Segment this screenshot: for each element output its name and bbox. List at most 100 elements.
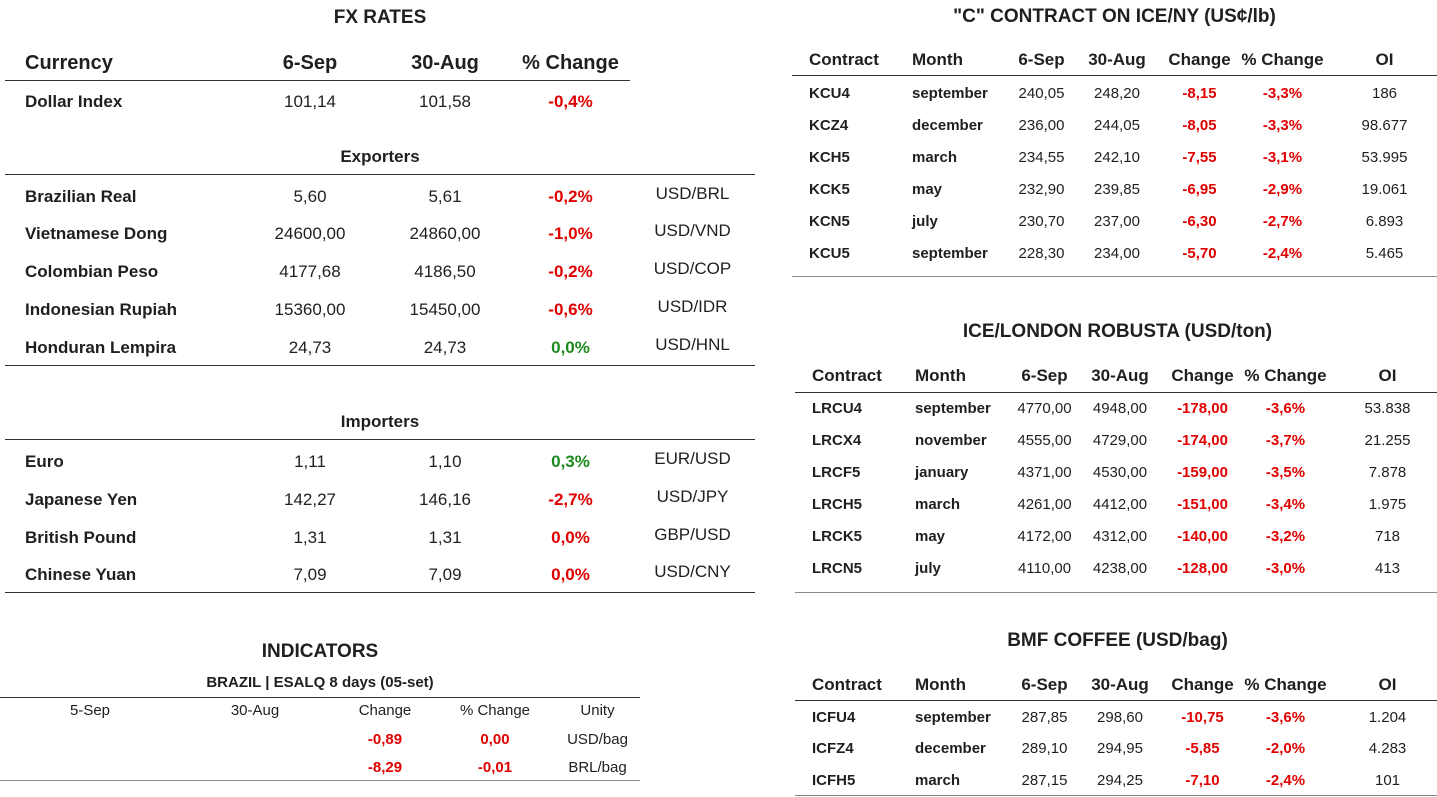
contract-cell: 4555,00 — [1017, 432, 1072, 449]
contract-cell: march — [915, 496, 961, 513]
contract-cell: january — [915, 464, 969, 481]
contract-cell: -7,55 — [1182, 149, 1217, 166]
contract-cell: -5,85 — [1185, 740, 1220, 757]
contract-cell: 5.465 — [1365, 245, 1404, 262]
contract-cell: december — [915, 740, 986, 757]
column-header: % Change — [1241, 50, 1324, 69]
column-header: OI — [1375, 50, 1394, 69]
value-cell: 1,31 — [293, 528, 327, 547]
value-cell: 24600,00 — [274, 224, 346, 243]
contract-cell: 4770,00 — [1017, 400, 1072, 417]
value-cell: 1,31 — [428, 528, 462, 547]
contract-code: LRCX4 — [812, 432, 862, 449]
column-header: Month — [915, 366, 966, 385]
contract-code: KCK5 — [809, 181, 850, 198]
column-header: Change — [358, 702, 412, 719]
currency-name: Indonesian Rupiah — [25, 300, 178, 319]
indicator-cell: -0,01 — [477, 759, 513, 776]
contract-cell: -159,00 — [1177, 464, 1228, 481]
value-cell: 24,73 — [288, 338, 332, 357]
currency-name: Dollar Index — [25, 92, 123, 111]
contract-cell: -2,4% — [1262, 245, 1303, 262]
contract-cell: -6,95 — [1182, 181, 1217, 198]
change-cell: 0,3% — [551, 452, 590, 471]
contract-cell: 287,15 — [1021, 772, 1068, 789]
value-cell: 24,73 — [423, 338, 467, 357]
column-header: 30-Aug — [230, 702, 280, 719]
contract-cell: -151,00 — [1177, 496, 1228, 513]
contract-code: KCU4 — [809, 85, 850, 102]
divider — [795, 795, 1437, 796]
column-header: 30-Aug — [1091, 675, 1149, 694]
column-header: Currency — [25, 52, 113, 74]
contract-cell: -174,00 — [1177, 432, 1228, 449]
change-cell: 0,0% — [551, 565, 590, 584]
divider — [792, 75, 1437, 76]
currency-pair: USD/HNL — [655, 335, 730, 354]
contract-cell: 239,85 — [1094, 181, 1140, 198]
change-cell: 0,0% — [551, 528, 590, 547]
value-cell: 146,16 — [419, 490, 471, 509]
contract-cell: 298,60 — [1097, 709, 1143, 726]
contract-cell: -10,75 — [1181, 709, 1224, 726]
contract-code: ICFZ4 — [812, 740, 854, 757]
contract-cell: 7.878 — [1368, 464, 1407, 481]
divider — [5, 365, 755, 366]
indicator-cell: -0,89 — [367, 731, 403, 748]
contract-cell: september — [915, 400, 991, 417]
contract-code: LRCN5 — [812, 560, 863, 577]
currency-pair: USD/VND — [654, 221, 731, 240]
contract-cell: 242,10 — [1094, 149, 1140, 166]
column-header: 30-Aug — [411, 52, 479, 74]
section-title: Exporters — [340, 147, 420, 166]
contract-cell: 1.204 — [1368, 709, 1407, 726]
contract-code: LRCU4 — [812, 400, 863, 417]
section-title: FX RATES — [333, 7, 427, 28]
column-header: Month — [912, 50, 963, 69]
value-cell: 5,61 — [428, 187, 462, 206]
currency-pair: EUR/USD — [654, 449, 731, 468]
column-header: Contract — [812, 675, 882, 694]
contract-cell: september — [915, 709, 991, 726]
contract-cell: 4948,00 — [1092, 400, 1148, 417]
section-title: ICE/LONDON ROBUSTA (USD/ton) — [962, 321, 1273, 342]
contract-cell: 287,85 — [1021, 709, 1068, 726]
change-cell: -0,2% — [548, 187, 593, 206]
column-header: % Change — [522, 52, 619, 74]
column-header: 5-Sep — [69, 702, 111, 719]
column-header: OI — [1378, 675, 1397, 694]
contract-cell: 234,00 — [1094, 245, 1140, 262]
contract-cell: -3,4% — [1265, 496, 1306, 513]
contract-cell: 4530,00 — [1092, 464, 1148, 481]
contract-cell: march — [912, 149, 958, 166]
contract-cell: -3,3% — [1262, 85, 1303, 102]
contract-cell: -8,15 — [1182, 85, 1217, 102]
value-cell: 142,27 — [284, 490, 336, 509]
contract-code: LRCK5 — [812, 528, 863, 545]
change-cell: -1,0% — [548, 224, 593, 243]
contract-cell: 19.061 — [1361, 181, 1408, 198]
value-cell: 7,09 — [293, 565, 327, 584]
contract-cell: 228,30 — [1018, 245, 1065, 262]
column-header: 6-Sep — [1021, 366, 1068, 385]
contract-cell: 230,70 — [1018, 213, 1065, 230]
divider — [795, 700, 1437, 701]
divider — [5, 174, 755, 175]
column-header: Unity — [580, 702, 615, 719]
indicator-cell: USD/bag — [567, 731, 628, 748]
value-cell: 101,58 — [419, 92, 471, 111]
currency-pair: USD/JPY — [656, 487, 729, 506]
contract-cell: -128,00 — [1177, 560, 1228, 577]
contract-cell: -140,00 — [1177, 528, 1228, 545]
contract-cell: -3,1% — [1262, 149, 1303, 166]
change-cell: -0,4% — [548, 92, 593, 111]
value-cell: 1,10 — [428, 452, 462, 471]
contract-cell: 240,05 — [1018, 85, 1065, 102]
contract-cell: 294,25 — [1097, 772, 1143, 789]
contract-code: KCN5 — [809, 213, 850, 230]
divider — [5, 80, 630, 81]
contract-cell: november — [915, 432, 987, 449]
contract-cell: 4729,00 — [1092, 432, 1148, 449]
divider — [0, 697, 640, 698]
currency-name: Colombian Peso — [25, 262, 159, 281]
